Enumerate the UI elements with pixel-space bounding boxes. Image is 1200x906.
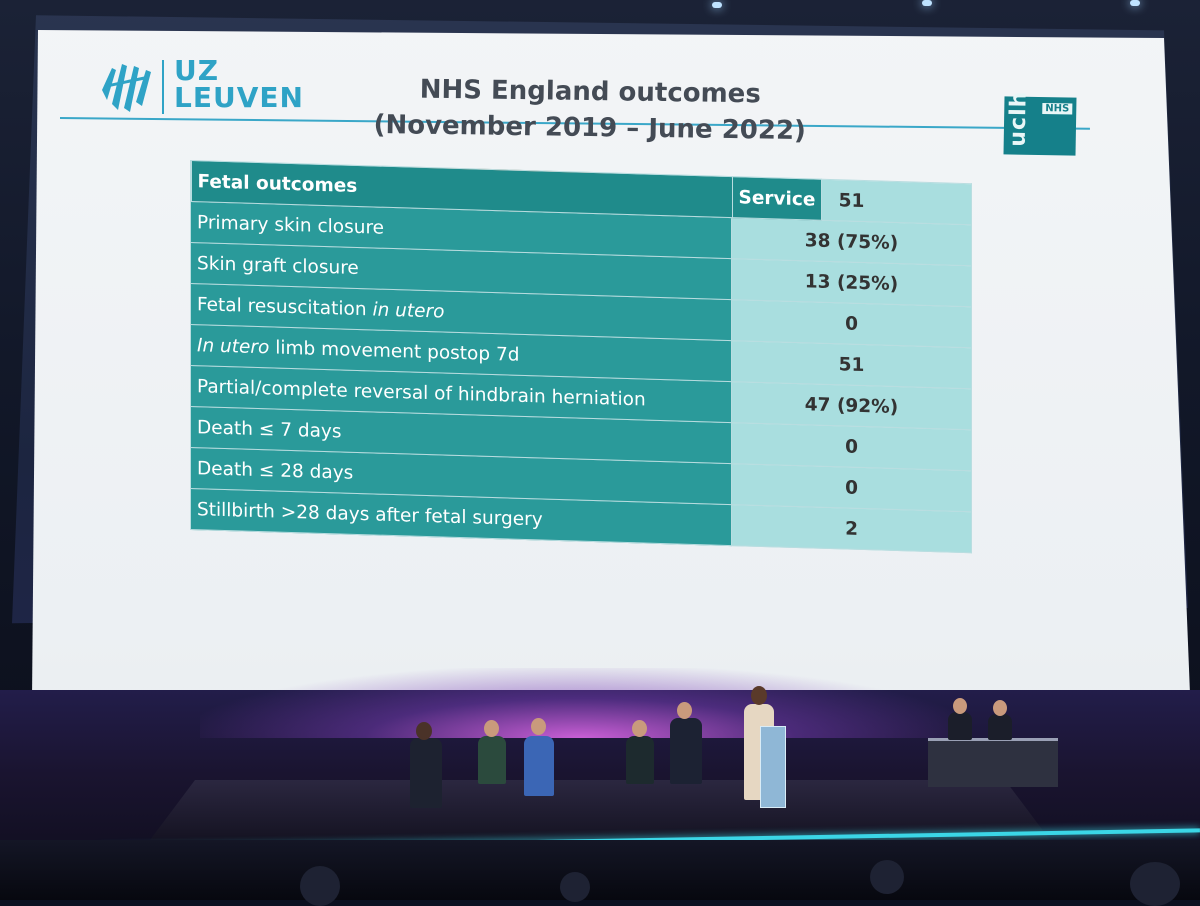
ceiling-light	[712, 2, 722, 8]
panelist-head	[531, 718, 546, 735]
panelist	[670, 718, 702, 784]
uclh-nhs-logo-icon: uclh NHS	[1003, 91, 1077, 156]
label-text: Primary skin closure	[197, 211, 385, 239]
audience-area	[0, 840, 1200, 900]
table-header-value: Service	[732, 176, 822, 221]
ceiling-light	[1130, 0, 1140, 6]
audience-head	[870, 860, 904, 894]
side-table	[928, 738, 1058, 787]
logo-line-leuven: LEUVEN	[174, 80, 304, 114]
uz-leuven-logo: UZ LEUVEN	[98, 54, 318, 130]
podium	[760, 726, 786, 808]
uz-leuven-wordmark: UZ LEUVEN	[174, 54, 304, 114]
uclh-text: uclh	[1005, 90, 1032, 147]
logo-line-uz: UZ	[174, 54, 220, 87]
table-row-value: 0	[731, 422, 972, 471]
nhs-badge: NHS	[1042, 103, 1073, 115]
panelist	[478, 736, 506, 784]
label-text: Death ≤ 28 days	[197, 457, 354, 484]
table-row-value: 51	[731, 340, 972, 389]
audience-head	[1130, 862, 1180, 906]
table-row-value: 2	[731, 504, 972, 553]
label-italic-text: in utero	[372, 298, 445, 323]
panelist	[626, 736, 654, 784]
speaker-head	[751, 686, 767, 705]
table-row-value: 0	[731, 463, 972, 512]
label-text: Death ≤ 7 days	[197, 416, 342, 442]
table-row-value: 13 (25%)	[731, 258, 972, 307]
outcomes-table: Fetal outcomes Service Operations in rep…	[190, 160, 972, 553]
panelist-head	[416, 722, 432, 740]
label-text: Fetal resuscitation	[197, 293, 373, 320]
uz-leuven-logo-icon	[102, 64, 151, 112]
panelist-head	[632, 720, 647, 737]
panelist	[988, 714, 1012, 740]
stage-lighting	[200, 668, 960, 738]
label-text-continued: limb movement postop 7d	[269, 336, 520, 366]
audience-head	[300, 866, 340, 906]
audience-head	[560, 872, 590, 902]
panelist-head	[993, 700, 1007, 716]
label-text: Partial/complete reversal of hindbrain h…	[197, 375, 646, 411]
slide-title-line2: (November 2019 – June 2022)	[373, 110, 807, 147]
label-text: Stillbirth >28 days after fetal surgery	[197, 498, 543, 530]
table-row-value: 47 (92%)	[731, 381, 972, 430]
slide-title: NHS England outcomes (November 2019 – Ju…	[360, 71, 821, 150]
panelist	[948, 712, 972, 740]
panelist-head	[953, 698, 967, 714]
ceiling-light	[922, 0, 932, 6]
table-row-value: 0	[731, 299, 972, 348]
panelist	[410, 738, 442, 808]
label-text: Skin graft closure	[197, 252, 359, 279]
label-italic-text: In utero	[197, 334, 270, 358]
panelist-head	[677, 702, 692, 719]
stage-floor	[150, 780, 1050, 840]
panelist-head	[484, 720, 499, 737]
table-row-value: 38 (75%)	[731, 217, 972, 266]
logo-separator	[162, 60, 164, 114]
panelist	[524, 736, 554, 796]
outcomes-table-wrapper: Fetal outcomes Service Operations in rep…	[190, 160, 972, 623]
